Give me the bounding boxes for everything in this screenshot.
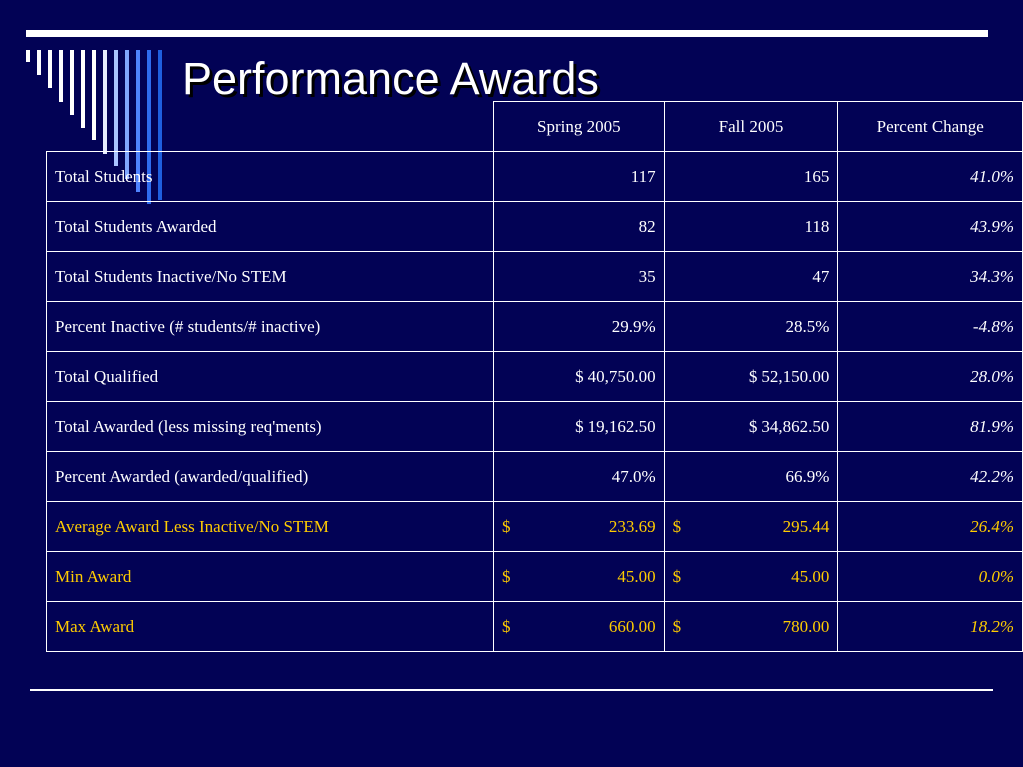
table-row: Min Award $45.00 $45.00 0.0% bbox=[46, 551, 1023, 602]
table-row: Total Students 117 165 41.0% bbox=[46, 151, 1023, 202]
fall-value: 66.9% bbox=[663, 451, 839, 502]
fall-value: 165 bbox=[663, 151, 839, 202]
row-label: Total Awarded (less missing req'ments) bbox=[46, 401, 494, 452]
percent-change-value: 41.0% bbox=[837, 151, 1023, 202]
header-blank-cell bbox=[46, 101, 494, 152]
percent-change-value: 34.3% bbox=[837, 251, 1023, 302]
row-label: Total Students Awarded bbox=[46, 201, 494, 252]
row-label: Average Award Less Inactive/No STEM bbox=[46, 501, 494, 552]
fall-value: $45.00 bbox=[663, 551, 839, 602]
fall-value: $34,862.50 bbox=[663, 401, 839, 452]
table-row: Percent Awarded (awarded/qualified) 47.0… bbox=[46, 451, 1023, 502]
awards-table: Spring 2005 Fall 2005 Percent Change Tot… bbox=[46, 101, 1023, 652]
slide-title: Performance Awards bbox=[182, 53, 599, 104]
percent-change-value: 81.9% bbox=[837, 401, 1023, 452]
fall-value: 118 bbox=[663, 201, 839, 252]
row-label: Max Award bbox=[46, 601, 494, 652]
bottom-divider bbox=[30, 689, 993, 691]
row-label: Min Award bbox=[46, 551, 494, 602]
spring-value: $233.69 bbox=[492, 501, 665, 552]
spring-value: $19,162.50 bbox=[492, 401, 665, 452]
row-label: Total Qualified bbox=[46, 351, 494, 402]
table-row: Average Award Less Inactive/No STEM $233… bbox=[46, 501, 1023, 552]
percent-change-value: 26.4% bbox=[837, 501, 1023, 552]
decorative-bar bbox=[59, 50, 63, 102]
percent-change-value: 42.2% bbox=[837, 451, 1023, 502]
spring-value: 35 bbox=[492, 251, 665, 302]
table-row: Percent Inactive (# students/# inactive)… bbox=[46, 301, 1023, 352]
percent-change-value: -4.8% bbox=[837, 301, 1023, 352]
table-header-row: Spring 2005 Fall 2005 Percent Change bbox=[46, 101, 1023, 152]
table-row: Total Students Awarded 82 118 43.9% bbox=[46, 201, 1023, 252]
table-row: Total Qualified $40,750.00 $52,150.00 28… bbox=[46, 351, 1023, 402]
table-row: Total Students Inactive/No STEM 35 47 34… bbox=[46, 251, 1023, 302]
fall-value: 28.5% bbox=[663, 301, 839, 352]
row-label: Total Students bbox=[46, 151, 494, 202]
spring-value: 82 bbox=[492, 201, 665, 252]
percent-change-value: 43.9% bbox=[837, 201, 1023, 252]
percent-change-value: 28.0% bbox=[837, 351, 1023, 402]
decorative-bar bbox=[92, 50, 96, 140]
decorative-bar bbox=[26, 50, 30, 62]
fall-value: 47 bbox=[663, 251, 839, 302]
top-divider bbox=[26, 30, 988, 37]
spring-value: 117 bbox=[492, 151, 665, 202]
header-fall-2005: Fall 2005 bbox=[663, 101, 839, 152]
decorative-bar bbox=[70, 50, 74, 115]
decorative-bar bbox=[48, 50, 52, 88]
row-label: Percent Inactive (# students/# inactive) bbox=[46, 301, 494, 352]
fall-value: $52,150.00 bbox=[663, 351, 839, 402]
percent-change-value: 18.2% bbox=[837, 601, 1023, 652]
row-label: Percent Awarded (awarded/qualified) bbox=[46, 451, 494, 502]
decorative-bar bbox=[81, 50, 85, 128]
spring-value: 47.0% bbox=[492, 451, 665, 502]
fall-value: $780.00 bbox=[663, 601, 839, 652]
row-label: Total Students Inactive/No STEM bbox=[46, 251, 494, 302]
spring-value: 29.9% bbox=[492, 301, 665, 352]
spring-value: $45.00 bbox=[492, 551, 665, 602]
spring-value: $40,750.00 bbox=[492, 351, 665, 402]
table-row: Max Award $660.00 $780.00 18.2% bbox=[46, 601, 1023, 652]
fall-value: $295.44 bbox=[663, 501, 839, 552]
header-percent-change: Percent Change bbox=[837, 101, 1023, 152]
decorative-bar bbox=[37, 50, 41, 75]
header-spring-2005: Spring 2005 bbox=[492, 101, 665, 152]
spring-value: $660.00 bbox=[492, 601, 665, 652]
table-row: Total Awarded (less missing req'ments) $… bbox=[46, 401, 1023, 452]
percent-change-value: 0.0% bbox=[837, 551, 1023, 602]
